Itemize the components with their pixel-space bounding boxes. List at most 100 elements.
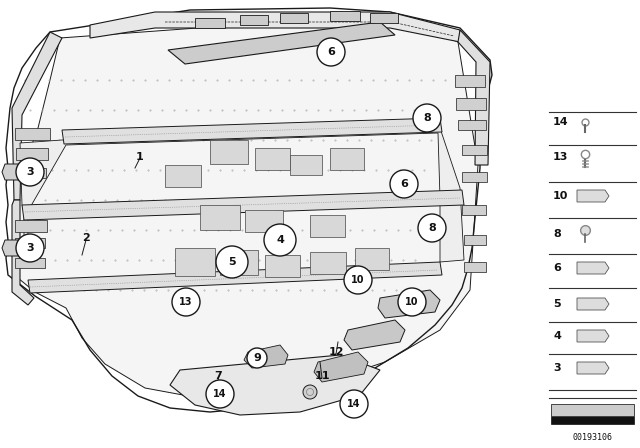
Text: 00193106: 00193106: [573, 434, 612, 443]
Text: 13: 13: [553, 152, 568, 162]
Polygon shape: [28, 262, 442, 293]
Polygon shape: [15, 128, 50, 140]
Polygon shape: [15, 220, 47, 232]
Text: 14: 14: [213, 389, 227, 399]
Polygon shape: [240, 15, 268, 25]
Polygon shape: [355, 248, 389, 270]
Text: 6: 6: [327, 47, 335, 57]
Text: 10: 10: [553, 191, 568, 201]
Polygon shape: [314, 352, 368, 382]
Circle shape: [247, 348, 267, 368]
Text: 7: 7: [214, 371, 222, 381]
Polygon shape: [175, 248, 215, 276]
Polygon shape: [255, 148, 290, 170]
Circle shape: [340, 390, 368, 418]
Polygon shape: [455, 75, 485, 87]
Circle shape: [398, 288, 426, 316]
Text: 5: 5: [228, 257, 236, 267]
Polygon shape: [165, 165, 201, 187]
Circle shape: [172, 288, 200, 316]
Polygon shape: [577, 362, 609, 374]
Circle shape: [317, 38, 345, 66]
Circle shape: [344, 266, 372, 294]
Polygon shape: [290, 155, 322, 175]
Polygon shape: [170, 355, 380, 415]
Circle shape: [390, 170, 418, 198]
Polygon shape: [15, 258, 45, 268]
Polygon shape: [456, 98, 486, 110]
Polygon shape: [16, 148, 48, 160]
Polygon shape: [551, 414, 634, 424]
Polygon shape: [577, 262, 609, 274]
Text: 3: 3: [553, 363, 561, 373]
Circle shape: [418, 214, 446, 242]
Polygon shape: [577, 330, 609, 342]
Text: 8: 8: [428, 223, 436, 233]
Polygon shape: [2, 240, 32, 256]
Polygon shape: [458, 30, 490, 165]
Polygon shape: [244, 345, 288, 368]
Polygon shape: [310, 252, 346, 274]
Polygon shape: [20, 128, 464, 262]
Polygon shape: [245, 210, 283, 232]
Polygon shape: [280, 13, 308, 23]
Polygon shape: [378, 290, 440, 318]
Text: 11: 11: [314, 371, 330, 381]
Polygon shape: [168, 22, 395, 64]
Polygon shape: [195, 18, 225, 28]
Circle shape: [16, 234, 44, 262]
Text: 8: 8: [553, 229, 561, 239]
Text: 4: 4: [553, 331, 561, 341]
Text: 6: 6: [400, 179, 408, 189]
Text: 8: 8: [423, 113, 431, 123]
Polygon shape: [310, 215, 345, 237]
Polygon shape: [220, 250, 258, 275]
Polygon shape: [90, 12, 460, 42]
Text: 14: 14: [348, 399, 361, 409]
Text: 6: 6: [553, 263, 561, 273]
Polygon shape: [370, 13, 398, 23]
Polygon shape: [2, 164, 32, 180]
Polygon shape: [62, 118, 442, 144]
Polygon shape: [464, 235, 486, 245]
Polygon shape: [462, 145, 487, 155]
Text: 5: 5: [553, 299, 561, 309]
Polygon shape: [344, 320, 405, 350]
Circle shape: [303, 385, 317, 399]
Text: 3: 3: [26, 167, 34, 177]
Polygon shape: [551, 404, 634, 416]
Text: 10: 10: [405, 297, 419, 307]
Polygon shape: [15, 238, 45, 248]
Polygon shape: [12, 200, 34, 305]
Circle shape: [16, 158, 44, 186]
Text: 4: 4: [276, 235, 284, 245]
Text: 12: 12: [328, 347, 344, 357]
Polygon shape: [210, 140, 248, 164]
Polygon shape: [18, 14, 478, 400]
Circle shape: [264, 224, 296, 256]
Polygon shape: [464, 262, 486, 272]
Text: 13: 13: [179, 297, 193, 307]
Polygon shape: [330, 148, 364, 170]
Polygon shape: [462, 172, 487, 182]
Polygon shape: [330, 11, 360, 21]
Circle shape: [212, 382, 228, 398]
Polygon shape: [22, 190, 464, 220]
Polygon shape: [200, 205, 240, 230]
Polygon shape: [577, 190, 609, 202]
Polygon shape: [265, 255, 300, 277]
Text: 1: 1: [136, 152, 144, 162]
Text: 3: 3: [26, 243, 34, 253]
Polygon shape: [577, 298, 609, 310]
Text: 14: 14: [553, 117, 568, 127]
Polygon shape: [458, 120, 486, 130]
Polygon shape: [462, 205, 486, 215]
Text: 9: 9: [253, 353, 261, 363]
Polygon shape: [16, 168, 46, 178]
Polygon shape: [12, 32, 62, 200]
Circle shape: [413, 104, 441, 132]
Text: 2: 2: [82, 233, 90, 243]
Circle shape: [216, 246, 248, 278]
Circle shape: [206, 380, 234, 408]
Text: 10: 10: [351, 275, 365, 285]
